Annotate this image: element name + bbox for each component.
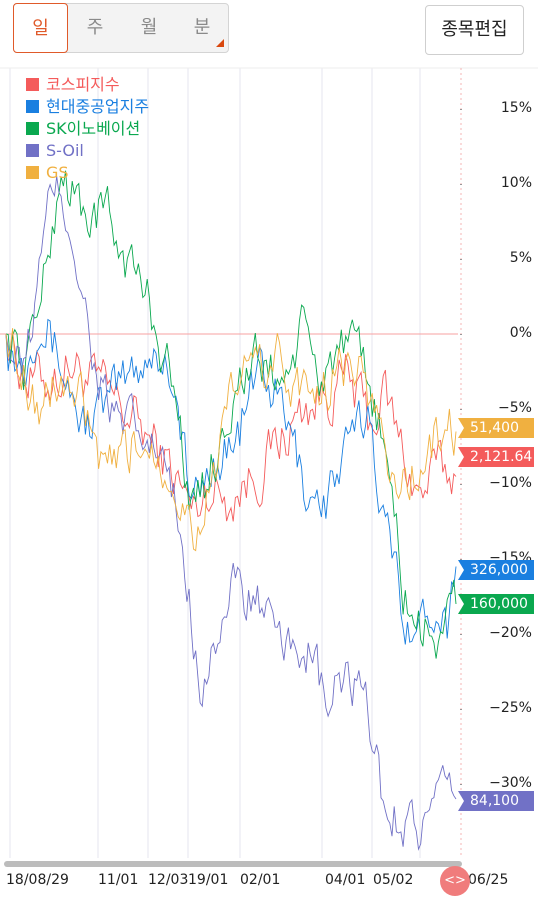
y-tick-label: −30% — [489, 775, 532, 791]
y-tick-label: −10% — [489, 475, 532, 491]
y-tick-label: −5% — [498, 400, 532, 416]
legend-swatch — [26, 166, 39, 179]
edit-stocks-button[interactable]: 종목편집 — [425, 5, 524, 55]
comparison-line-chart[interactable] — [0, 64, 538, 899]
series-line-gs — [5, 328, 457, 552]
legend-swatch — [26, 78, 39, 91]
chart-legend: 코스피지수 현대중공업지주 SK이노베이션 S-Oil GS — [26, 74, 149, 184]
tab-daily-label: 일 — [32, 18, 49, 39]
last-value-tag-gs: 51,400 — [458, 418, 534, 438]
legend-swatch — [26, 144, 39, 157]
tab-monthly[interactable]: 월 — [122, 4, 176, 52]
x-tick-label: 05/02 — [373, 872, 414, 888]
y-tick-mark — [460, 709, 462, 710]
x-tick-label: 02/01 — [240, 872, 281, 888]
y-tick-label: 10% — [500, 175, 532, 191]
tab-monthly-label: 월 — [140, 17, 158, 38]
y-tick-mark — [460, 259, 462, 260]
last-value-tag-soil: 84,100 — [458, 791, 534, 811]
legend-item-kospi: 코스피지수 — [26, 74, 149, 96]
legend-item-hyundai: 현대중공업지주 — [26, 96, 149, 118]
legend-item-gs: GS — [26, 162, 149, 184]
y-tick-label: −20% — [489, 625, 532, 641]
x-tick-label: 18/08/29 — [6, 872, 69, 888]
chart-scrollbar[interactable] — [4, 861, 462, 867]
legend-swatch — [26, 122, 39, 135]
legend-label: S-Oil — [46, 141, 84, 160]
dropdown-triangle-icon — [216, 39, 224, 47]
x-tick-label: 19/01 — [188, 872, 229, 888]
series-line-soil — [5, 176, 457, 851]
last-value-tag-kospi: 2,121.64 — [458, 447, 534, 467]
scroll-handle-chevron-left-right-icon[interactable]: <> — [440, 866, 470, 896]
y-tick-label: 0% — [509, 325, 532, 341]
tab-weekly-label: 주 — [86, 17, 104, 38]
legend-item-sk: SK이노베이션 — [26, 118, 149, 140]
period-segmented-control: 일 주 월 분 — [13, 3, 229, 53]
legend-label: GS — [46, 163, 69, 182]
y-tick-mark — [460, 784, 462, 785]
legend-item-soil: S-Oil — [26, 140, 149, 162]
x-tick-label: 06/25 — [468, 872, 509, 888]
tab-daily[interactable]: 일 — [13, 3, 68, 53]
x-tick-label: 04/01 — [325, 872, 366, 888]
series-line-hyundai — [5, 318, 457, 645]
last-value-tag-hyundai: 326,000 — [458, 560, 534, 580]
tab-minute-label: 분 — [193, 17, 211, 38]
legend-label: 코스피지수 — [46, 75, 120, 94]
y-tick-label: 5% — [509, 250, 532, 266]
y-tick-mark — [460, 409, 462, 410]
y-tick-mark — [460, 184, 462, 185]
legend-label: 현대중공업지주 — [46, 97, 150, 116]
y-tick-label: −25% — [489, 700, 532, 716]
x-tick-label: 11/01 — [98, 872, 139, 888]
y-tick-mark — [460, 634, 462, 635]
y-tick-mark — [460, 109, 462, 110]
toolbar: 일 주 월 분 종목편집 — [0, 0, 538, 64]
x-tick-label: 12/03 — [148, 872, 189, 888]
y-tick-label: 15% — [500, 100, 532, 116]
legend-label: SK이노베이션 — [46, 119, 141, 138]
last-value-tag-sk: 160,000 — [458, 594, 534, 614]
tab-minute[interactable]: 분 — [176, 4, 228, 52]
y-tick-mark — [460, 334, 462, 335]
y-tick-mark — [460, 559, 462, 560]
series-line-sk — [5, 170, 457, 659]
tab-weekly[interactable]: 주 — [68, 4, 122, 52]
legend-swatch — [26, 100, 39, 113]
y-tick-mark — [460, 484, 462, 485]
